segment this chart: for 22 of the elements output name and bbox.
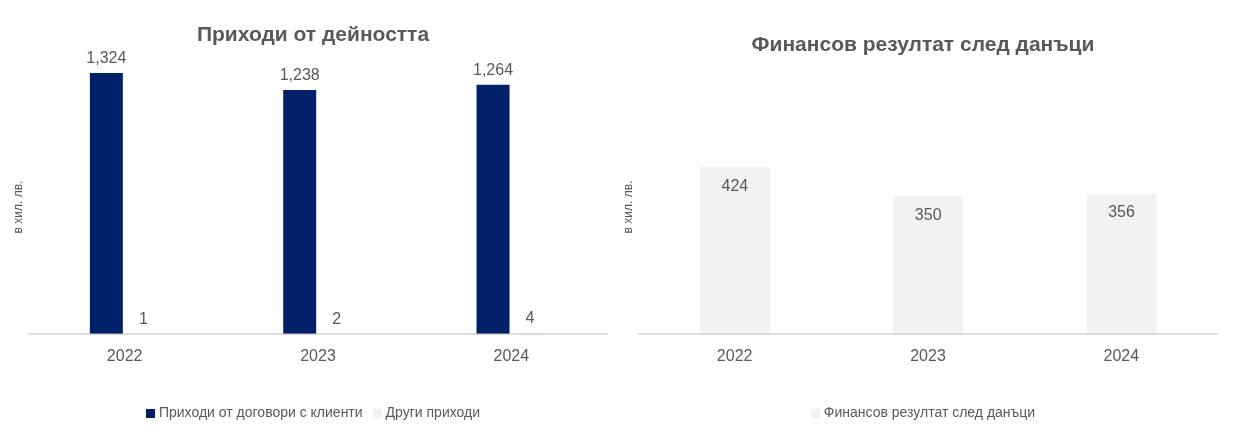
data-label: 1,238	[279, 65, 320, 83]
y-axis-title: в хил. лв.	[11, 179, 25, 236]
data-label: 1,324	[86, 48, 127, 66]
x-tick-label: 2024	[493, 347, 530, 365]
data-label: 1	[138, 309, 148, 327]
y-axis-title: в хил. лв.	[621, 179, 635, 236]
x-tick-label: 2023	[910, 347, 946, 365]
data-label: 350	[914, 205, 942, 223]
data-label: 424	[721, 176, 749, 194]
chart-title: Приходи от дейността	[195, 22, 431, 46]
data-label: 356	[1108, 203, 1135, 221]
data-label: 1,264	[473, 60, 514, 78]
data-label: 4	[525, 309, 535, 327]
legend-label: Финансов резултат след данъци	[823, 404, 1036, 420]
x-tick-label: 2024	[1103, 347, 1140, 365]
chart-title: Финансов резултат след данъци	[750, 32, 1096, 56]
x-tick-label: 2023	[300, 347, 336, 365]
x-tick-label: 2022	[716, 347, 753, 365]
legend-label: Приходи от договори с клиенти	[158, 404, 363, 420]
legend-label: Други приходи	[385, 404, 481, 420]
x-tick-label: 2022	[106, 347, 143, 365]
data-label: 2	[332, 309, 342, 327]
